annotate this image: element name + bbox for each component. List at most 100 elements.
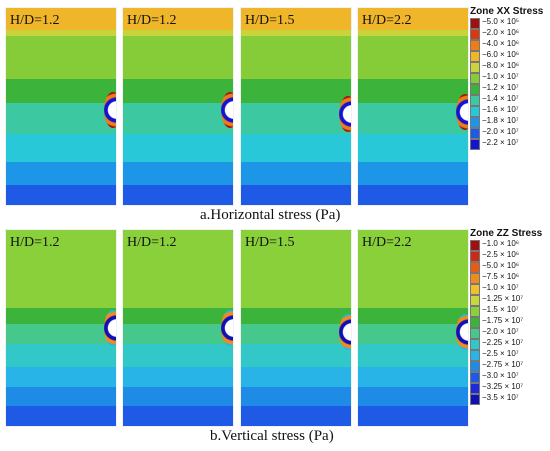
legend-label: −2.75 × 10⁷ <box>482 360 524 369</box>
contour-band <box>358 161 468 186</box>
contour-band <box>6 308 116 325</box>
legend-label: −1.0 × 10⁷ <box>482 283 519 292</box>
legend-swatch <box>470 51 480 62</box>
contour-band <box>241 134 351 162</box>
contour-band <box>123 35 233 79</box>
legend-entry: −1.75 × 10⁷ <box>470 316 542 328</box>
legend-label: −2.0 × 10⁷ <box>482 127 519 136</box>
legend-label: −1.6 × 10⁷ <box>482 105 519 114</box>
contour-band <box>6 161 116 186</box>
legend-entry: −2.25 × 10⁷ <box>470 338 542 350</box>
legend-entry: −2.5 × 10⁶ <box>470 250 542 262</box>
contour-band <box>123 343 233 368</box>
contour-band <box>123 406 233 426</box>
contour-band <box>123 367 233 387</box>
legend-title: Zone XX Stress <box>470 6 544 17</box>
contour-band <box>6 324 116 344</box>
contour-band <box>241 161 351 186</box>
legend-label: −6.0 × 10⁶ <box>482 50 520 59</box>
legend-entry: −1.0 × 10⁶ <box>470 239 542 251</box>
legend-swatch <box>470 306 480 317</box>
legend-label: −2.5 × 10⁶ <box>482 250 520 259</box>
contour-band <box>358 406 468 426</box>
legend-entry: −3.0 × 10⁷ <box>470 371 542 383</box>
legend-label: −1.0 × 10⁶ <box>482 239 520 248</box>
legend-entry: −1.8 × 10⁷ <box>470 116 543 128</box>
legend-entry: −2.0 × 10⁶ <box>470 28 543 40</box>
legend-label: −3.25 × 10⁷ <box>482 382 524 391</box>
legend-entry: −3.25 × 10⁷ <box>470 382 542 394</box>
legend-entry: −2.75 × 10⁷ <box>470 360 542 372</box>
legend-swatch <box>470 84 480 95</box>
legend-entry: −5.0 × 10⁶ <box>470 261 542 273</box>
panel-label: H/D=2.2 <box>362 13 412 28</box>
tunnel-opening <box>339 96 351 132</box>
contour-band <box>123 308 233 325</box>
contour-band <box>6 406 116 426</box>
tunnel-opening <box>221 92 233 128</box>
contour-bands <box>123 230 233 426</box>
contour-bands <box>6 230 116 426</box>
contour-band <box>241 367 351 387</box>
legend-label: −1.2 × 10⁷ <box>482 83 519 92</box>
contour-band <box>6 78 116 103</box>
legend-label: −2.25 × 10⁷ <box>482 338 524 347</box>
legend-swatch <box>470 251 480 262</box>
legend-swatch <box>470 262 480 273</box>
tunnel-opening <box>221 310 233 346</box>
legend-swatch <box>470 62 480 73</box>
legend-label: −1.25 × 10⁷ <box>482 294 524 303</box>
legend-label: −1.4 × 10⁷ <box>482 94 519 103</box>
legend-title: Zone ZZ Stress <box>470 228 543 239</box>
contour-band <box>241 29 351 36</box>
contour-band <box>6 29 116 36</box>
contour-band <box>241 406 351 426</box>
contour-band <box>358 324 468 344</box>
contour-band <box>241 308 351 325</box>
contour-band <box>123 386 233 407</box>
contour-band <box>358 29 468 36</box>
legend-entry: −2.0 × 10⁷ <box>470 327 542 339</box>
tunnel-opening <box>104 92 116 128</box>
contour-band <box>241 78 351 103</box>
contour-band <box>358 78 468 103</box>
legend-label: −1.5 × 10⁷ <box>482 305 519 314</box>
legend-label: −1.8 × 10⁷ <box>482 116 519 125</box>
contour-band <box>123 102 233 135</box>
legend-label: −5.0 × 10⁶ <box>482 261 520 270</box>
legend-swatch <box>470 29 480 40</box>
contour-band <box>241 343 351 368</box>
panel-label: H/D=1.5 <box>245 235 295 250</box>
legend-label: −3.5 × 10⁷ <box>482 393 519 402</box>
legend-entries: −1.0 × 10⁶ −2.5 × 10⁶ −5.0 × 10⁶ −7.5 × 10⁶… <box>470 239 542 405</box>
contour-band <box>6 386 116 407</box>
contour-band <box>123 185 233 205</box>
contour-band <box>358 367 468 387</box>
legend-entry: −6.0 × 10⁶ <box>470 50 543 62</box>
legend-entry: −1.2 × 10⁷ <box>470 83 543 95</box>
legend-label: −2.0 × 10⁷ <box>482 327 519 336</box>
contour-bands <box>123 8 233 205</box>
contour-band <box>123 324 233 344</box>
legend-label: −2.0 × 10⁶ <box>482 28 520 37</box>
panel-label: H/D=1.2 <box>10 13 60 28</box>
contour-bands <box>6 8 116 205</box>
legend-swatch <box>470 73 480 84</box>
contour-band <box>123 78 233 103</box>
legend-entry: −2.0 × 10⁷ <box>470 127 543 139</box>
legend-swatch <box>470 117 480 128</box>
legend-label: −8.0 × 10⁶ <box>482 61 520 70</box>
legend-swatch <box>470 361 480 372</box>
legend-label: −1.75 × 10⁷ <box>482 316 524 325</box>
legend-label: −3.0 × 10⁷ <box>482 371 519 380</box>
contour-bands <box>358 8 468 205</box>
contour-band <box>123 161 233 186</box>
legend-swatch <box>470 295 480 306</box>
legend-entry: −5.0 × 10⁵ <box>470 17 543 29</box>
bottom-panel-2: H/D=1.2 <box>122 229 234 427</box>
contour-band <box>358 134 468 162</box>
legend-entries: −5.0 × 10⁵ −2.0 × 10⁶ −4.0 × 10⁶ −6.0 × 10⁶… <box>470 17 543 150</box>
contour-band <box>358 230 468 309</box>
caption-vertical-stress: b.Vertical stress (Pa) <box>210 428 334 444</box>
contour-band <box>358 308 468 325</box>
